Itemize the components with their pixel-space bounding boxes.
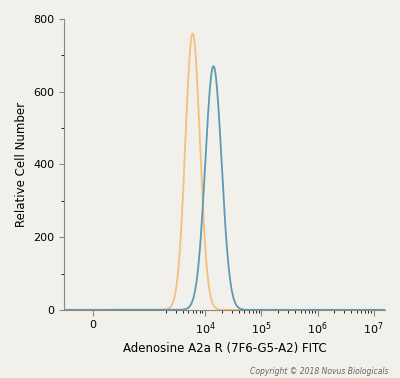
- X-axis label: Adenosine A2a R (7F6-G5-A2) FITC: Adenosine A2a R (7F6-G5-A2) FITC: [123, 342, 326, 355]
- Text: Copyright © 2018 Novus Biologicals: Copyright © 2018 Novus Biologicals: [250, 367, 388, 376]
- Y-axis label: Relative Cell Number: Relative Cell Number: [15, 102, 28, 227]
